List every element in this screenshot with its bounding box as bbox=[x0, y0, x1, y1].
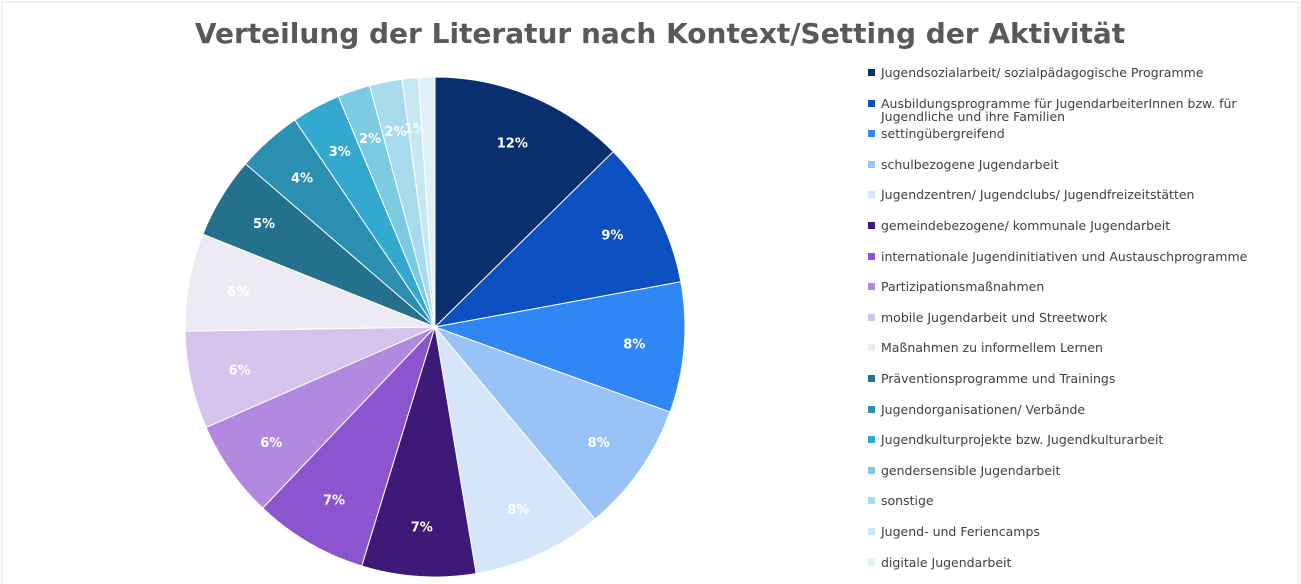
legend-label: gemeindebezogene/ kommunale Jugendarbeit bbox=[881, 218, 1171, 233]
legend-swatch bbox=[868, 405, 875, 413]
data-label: 1% bbox=[404, 122, 426, 137]
data-label: 8% bbox=[588, 436, 610, 451]
legend-swatch bbox=[868, 528, 875, 535]
data-label: 2% bbox=[385, 125, 407, 140]
data-label: 3% bbox=[329, 145, 351, 160]
legend-swatch bbox=[868, 130, 875, 138]
data-label: 6% bbox=[229, 364, 251, 379]
legend-label: Maßnahmen zu informellem Lernen bbox=[881, 340, 1103, 356]
data-label: 8% bbox=[623, 338, 645, 353]
legend-label: mobile Jugendarbeit und Streetwork bbox=[881, 309, 1108, 325]
data-label: 4% bbox=[291, 172, 313, 187]
pie-slice bbox=[417, 76, 436, 328]
data-label: 7% bbox=[411, 521, 433, 536]
data-label: 8% bbox=[507, 503, 529, 518]
legend-label: Jugendkulturprojekte bzw. Jugendkulturar… bbox=[881, 432, 1164, 448]
legend-swatch bbox=[868, 313, 875, 321]
data-label: 2% bbox=[359, 132, 381, 147]
pie-slice bbox=[261, 326, 436, 567]
legend-label: gendersensible Jugendarbeit bbox=[881, 462, 1061, 478]
legend-swatch bbox=[868, 99, 875, 107]
legend-swatch bbox=[868, 252, 875, 260]
legend-swatch bbox=[868, 283, 875, 291]
legend-label: Partizipationsmaßnahmen bbox=[881, 279, 1045, 295]
pie-slice bbox=[361, 326, 477, 578]
legend-label: Präventionsprogramme und Trainings bbox=[881, 371, 1116, 386]
legend-label: Jugendorganisationen/ Verbände bbox=[881, 401, 1086, 417]
data-label: 9% bbox=[601, 229, 623, 244]
legend: Jugendsozialarbeit/ sozialpädagogische P… bbox=[858, 60, 1286, 584]
pie-slice bbox=[434, 76, 614, 329]
pie-slice bbox=[433, 281, 686, 413]
legend-swatch bbox=[868, 191, 875, 199]
legend-swatch bbox=[868, 69, 875, 76]
data-label: 6% bbox=[227, 285, 249, 300]
legend-label: schulbezogene Jugendarbeit bbox=[881, 156, 1059, 172]
legend-swatch bbox=[868, 222, 875, 229]
pie-slice bbox=[433, 150, 682, 328]
legend-label: internationale Jugendinitiativen und Aus… bbox=[881, 248, 1248, 264]
chart-title: Verteilung der Literatur nach Kontext/Se… bbox=[195, 17, 1125, 50]
data-label: 5% bbox=[253, 217, 275, 232]
legend-swatch bbox=[868, 466, 875, 474]
legend-swatch bbox=[868, 375, 875, 382]
data-label: 7% bbox=[323, 494, 345, 509]
data-label: 6% bbox=[260, 436, 282, 451]
legend-swatch bbox=[868, 344, 875, 352]
legend-label: sonstige bbox=[881, 493, 934, 509]
legend-swatch bbox=[868, 558, 875, 566]
legend-label: Jugend- und Feriencamps bbox=[881, 524, 1040, 539]
legend-label: digitale Jugendarbeit bbox=[881, 554, 1012, 570]
legend-label: Ausbildungsprogramme für JugendarbeiterI… bbox=[881, 95, 1237, 124]
legend-swatch bbox=[868, 160, 875, 168]
legend-swatch bbox=[868, 436, 875, 444]
data-label: 12% bbox=[497, 137, 528, 152]
legend-swatch bbox=[868, 497, 875, 505]
legend-label: Jugendsozialarbeit/ sozialpädagogische P… bbox=[881, 65, 1204, 80]
pie-slice bbox=[433, 325, 671, 520]
pie-slice bbox=[434, 325, 596, 575]
legend-label: Jugendzentren/ Jugendclubs/ Jugendfreize… bbox=[881, 187, 1195, 203]
legend-label: settingübergreifend bbox=[881, 126, 1005, 142]
